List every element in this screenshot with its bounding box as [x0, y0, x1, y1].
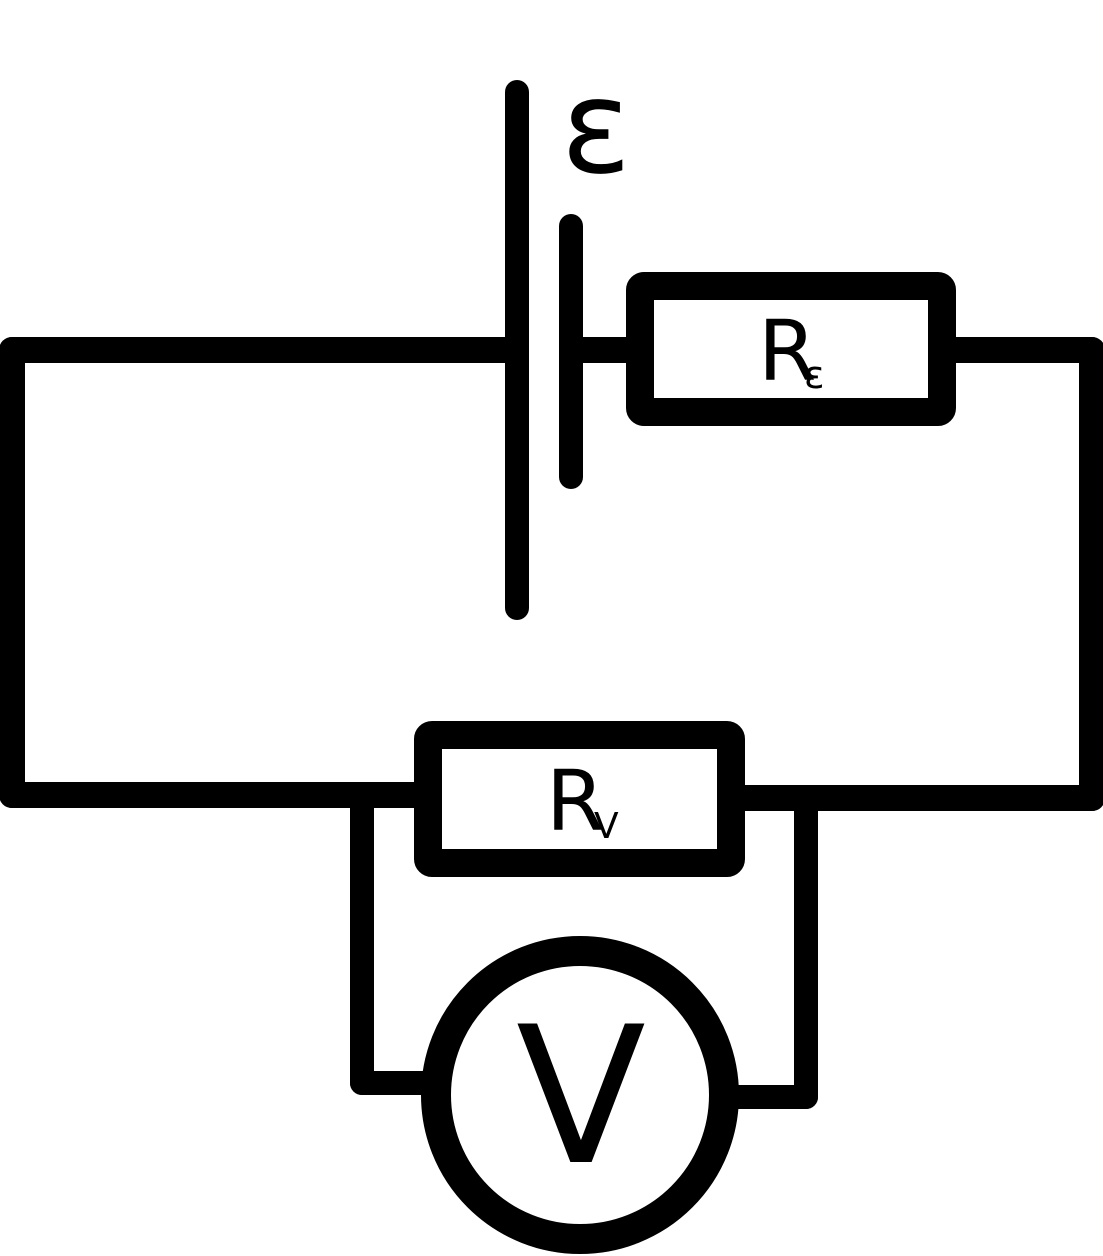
voltmeter-label: V	[516, 986, 646, 1207]
resistor-internal: R ε	[626, 272, 956, 426]
emf-source: ε	[505, 51, 631, 620]
resistor-internal-subscript: ε	[804, 353, 825, 397]
resistor-internal-body	[626, 272, 956, 426]
resistor-load-subscript: V	[594, 806, 619, 847]
resistor-load-letter: R	[546, 752, 604, 850]
resistor-internal-letter: R	[758, 302, 816, 400]
wires	[0, 337, 1103, 1109]
emf-label: ε	[561, 51, 631, 203]
voltmeter: V	[421, 936, 739, 1254]
resistor-load: R V	[414, 721, 745, 877]
voltmeter-circle	[421, 936, 739, 1254]
resistor-load-body	[414, 721, 745, 877]
